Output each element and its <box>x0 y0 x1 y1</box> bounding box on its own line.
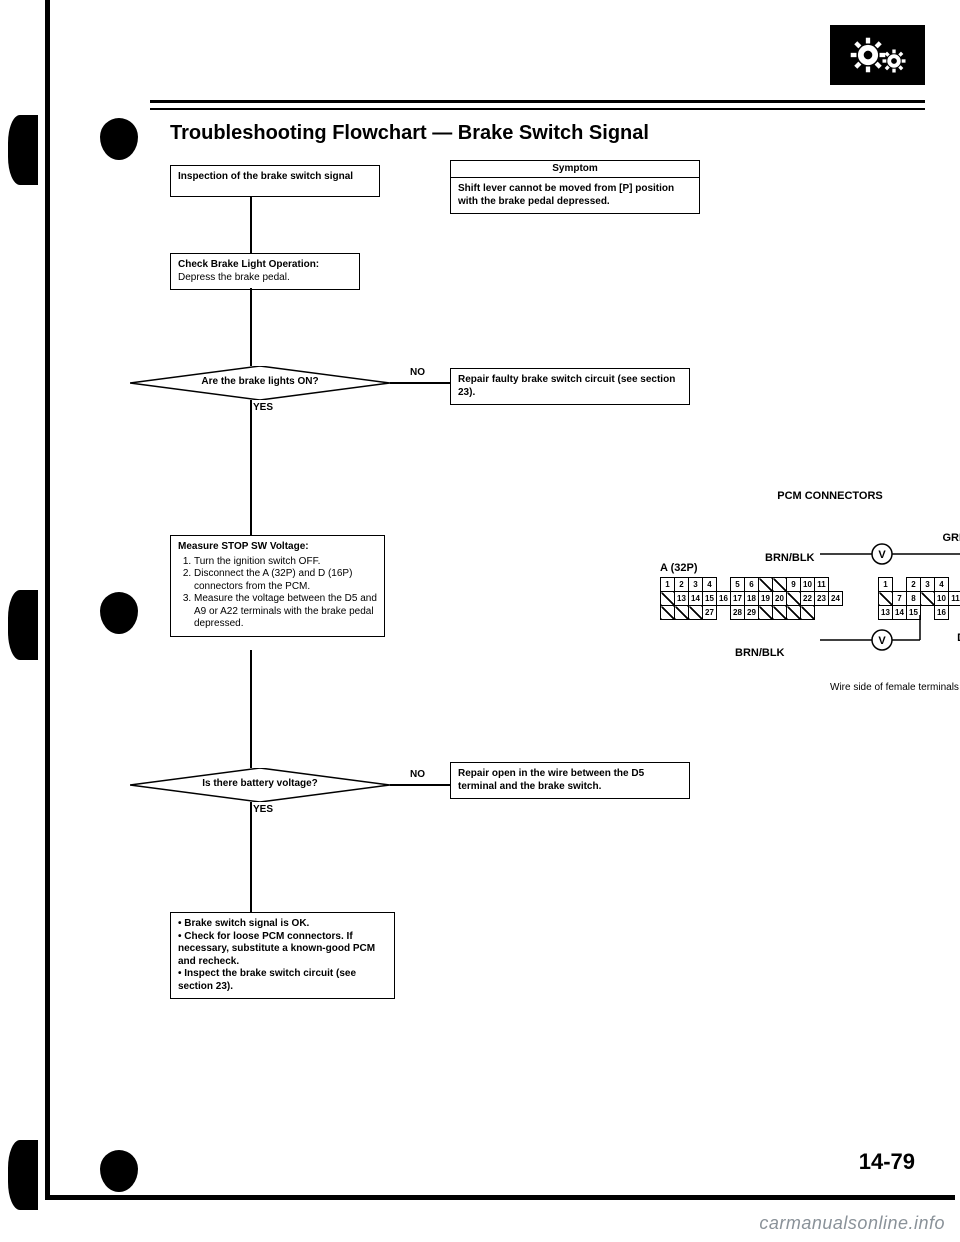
box-measure: Measure STOP SW Voltage: Turn the igniti… <box>170 535 385 637</box>
label-no: NO <box>410 769 425 780</box>
bullet-icon <box>100 118 138 160</box>
svg-text:V: V <box>878 549 886 561</box>
connector-a-table: 12345691011 1314151617181920222324 27282… <box>660 577 843 620</box>
bullet-icon <box>100 592 138 634</box>
watermark: carmanualsonline.info <box>759 1213 945 1234</box>
label-brnblk: BRN/BLK <box>735 647 785 659</box>
page-content: Troubleshooting Flowchart — Brake Switch… <box>45 0 955 1200</box>
gear-logo-icon <box>830 25 925 85</box>
page-title: Troubleshooting Flowchart — Brake Switch… <box>170 122 649 145</box>
pcm-connectors-diagram: PCM CONNECTORS A (32P) BRN/BLK GRN/WHT D… <box>660 490 960 720</box>
label-no: NO <box>410 367 425 378</box>
bullet-icon <box>100 1150 138 1192</box>
page-number: 14-79 <box>859 1149 915 1175</box>
box-inspection: Inspection of the brake switch signal <box>170 165 380 197</box>
pcm-title: PCM CONNECTORS <box>660 490 960 502</box>
label-yes: YES <box>253 804 273 815</box>
label-conn-a: A (32P) <box>660 562 698 574</box>
box-symptom-header: Symptom <box>450 160 700 178</box>
box-repair-open: Repair open in the wire between the D5 t… <box>450 762 690 799</box>
label-yes: YES <box>253 402 273 413</box>
decision-battery-voltage: Is there battery voltage? <box>130 768 390 802</box>
connector-d-table: 12345 78101112 13141516 <box>878 577 960 620</box>
svg-text:V: V <box>878 635 886 647</box>
box-check-light: Check Brake Light Operation: Depress the… <box>170 253 360 290</box>
box-symptom-body: Shift lever cannot be moved from [P] pos… <box>450 178 700 214</box>
wire-note: Wire side of female terminals <box>830 682 959 693</box>
box-repair-faulty: Repair faulty brake switch circuit (see … <box>450 368 690 405</box>
flowchart: Inspection of the brake switch signal Sy… <box>170 160 700 1040</box>
box-final: • Brake switch signal is OK. • Check for… <box>170 912 395 999</box>
decision-brake-lights: Are the brake lights ON? <box>130 366 390 400</box>
label-brnblk: BRN/BLK <box>765 552 815 564</box>
